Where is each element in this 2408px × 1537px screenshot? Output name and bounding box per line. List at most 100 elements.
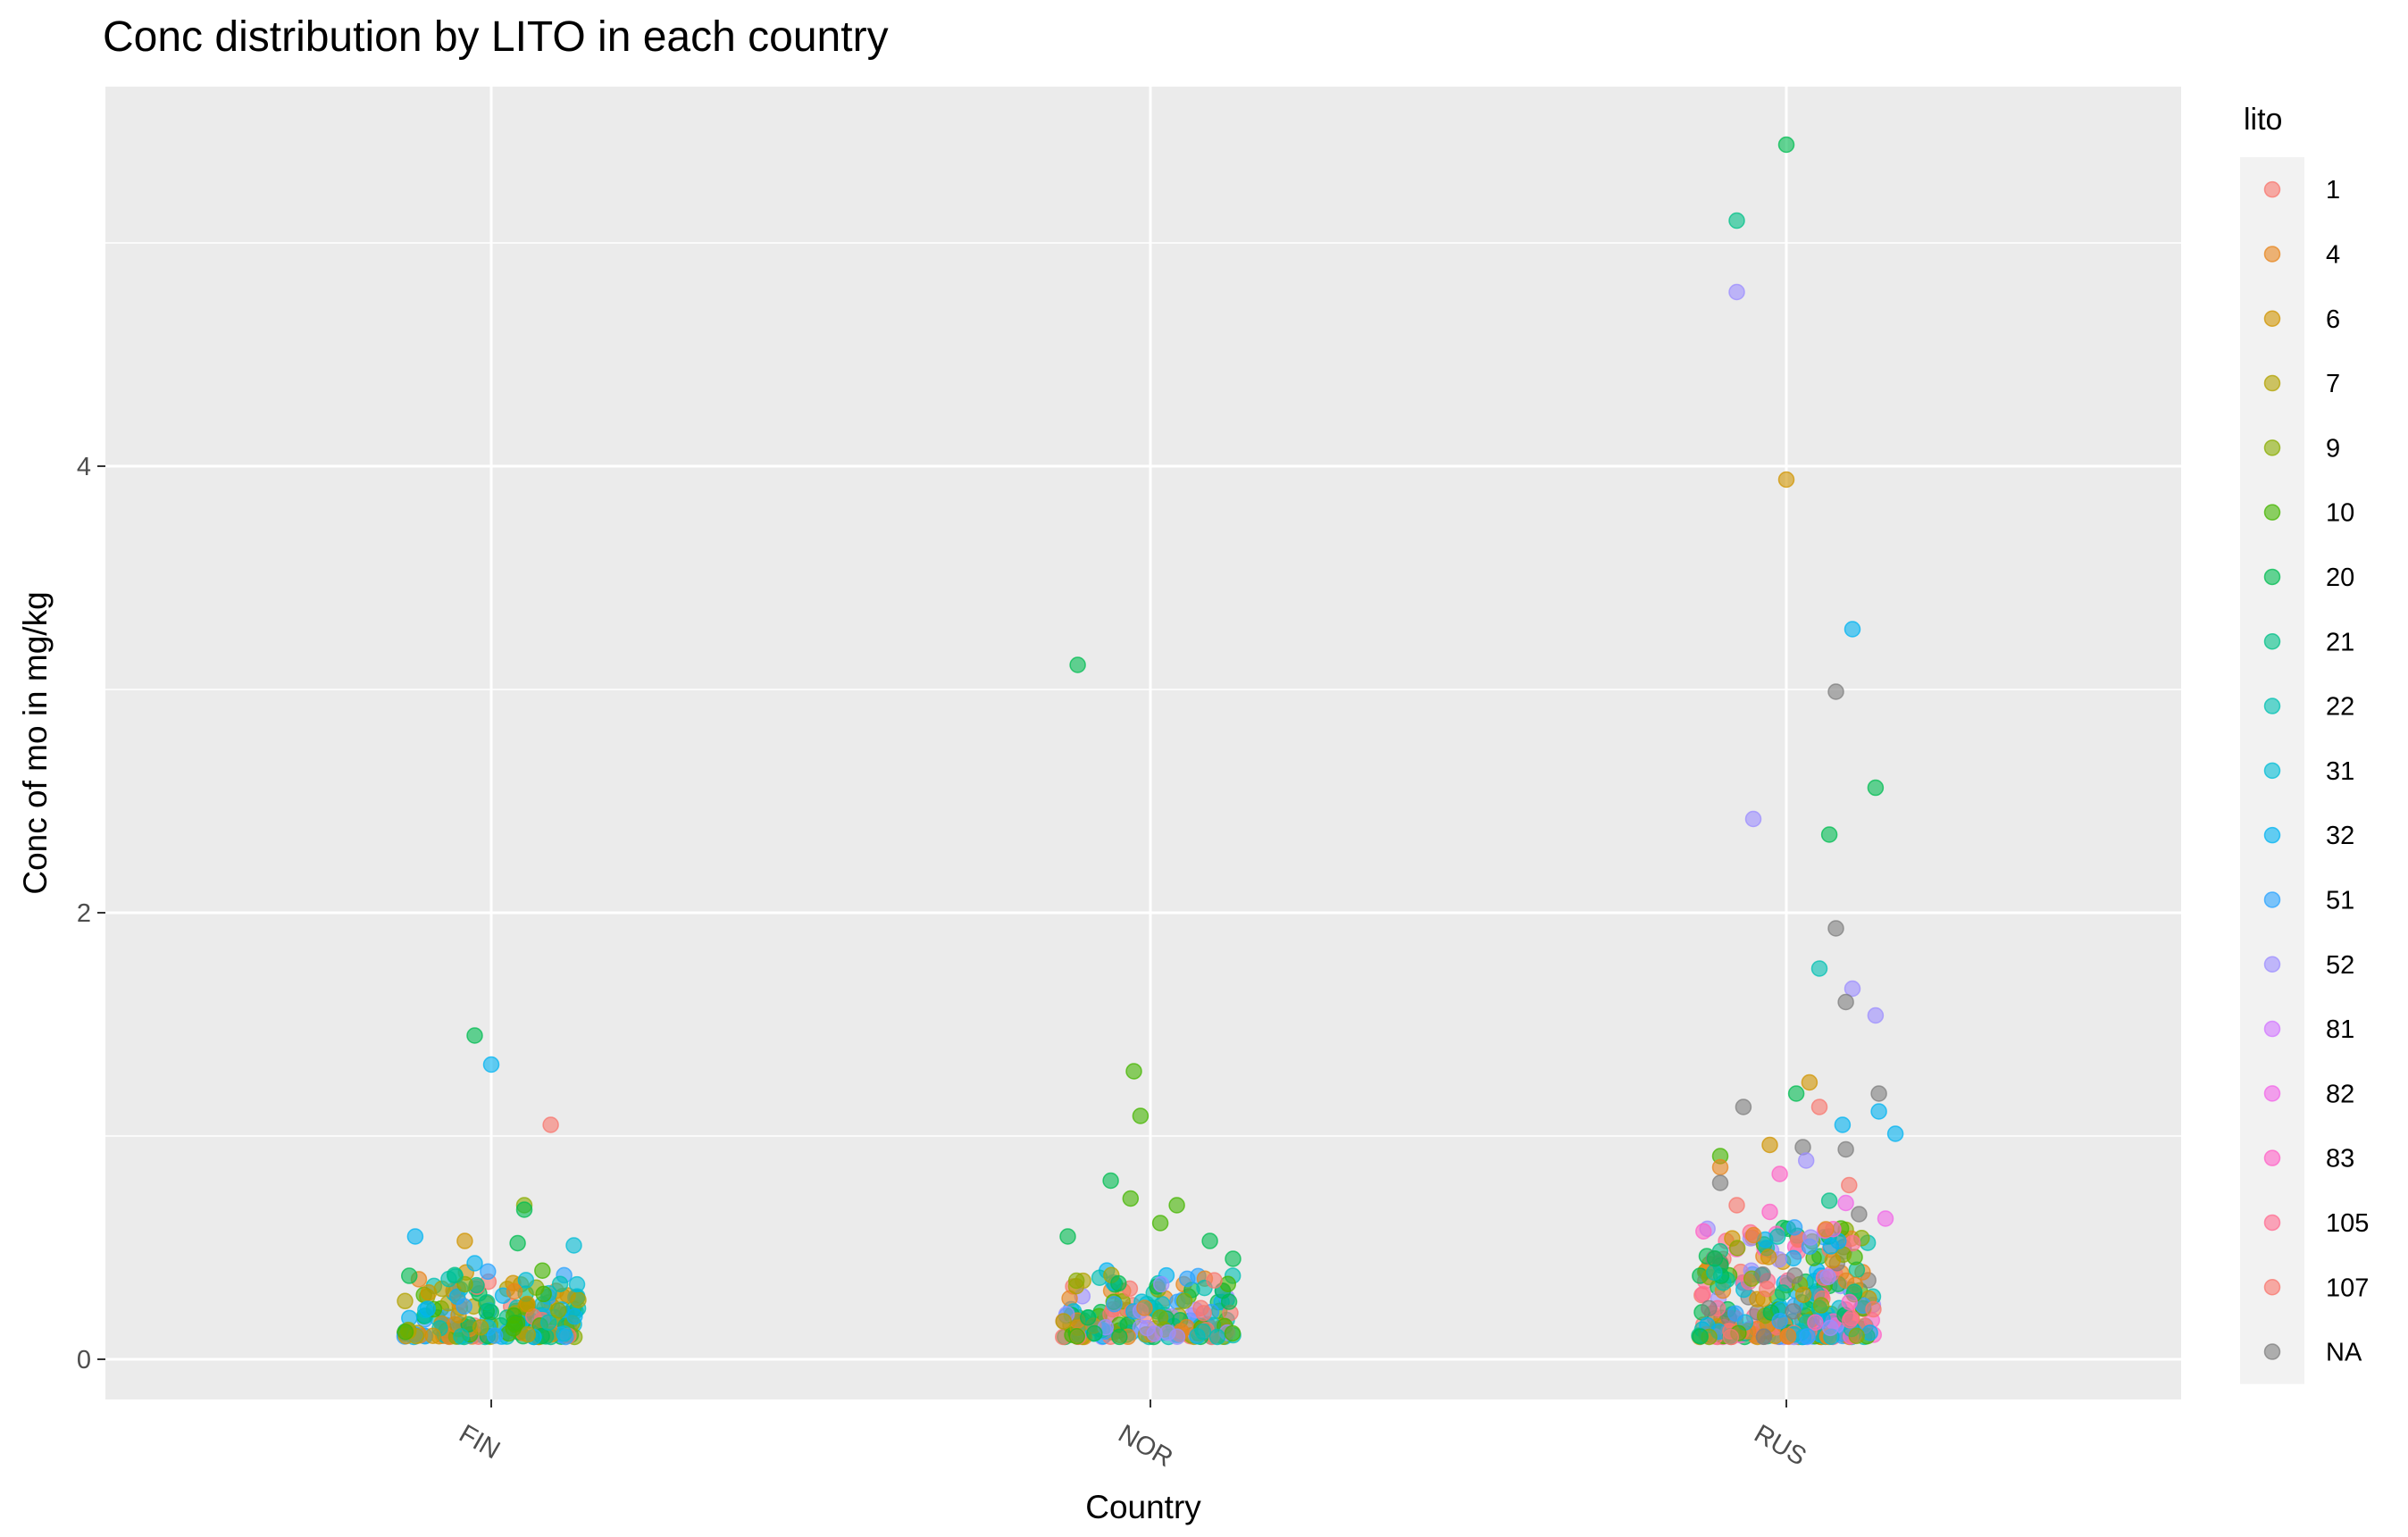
data-point — [1812, 1297, 1830, 1314]
x-tick-label: NOR — [1114, 1419, 1178, 1473]
data-point — [1841, 1293, 1858, 1311]
data-point — [1055, 1313, 1073, 1330]
data-point — [424, 1327, 441, 1344]
data-point-outlier — [1777, 471, 1795, 489]
data-point — [1111, 1328, 1128, 1346]
data-point-outlier — [1201, 1232, 1218, 1249]
data-point-outlier — [1837, 1194, 1854, 1212]
data-point-outlier — [1851, 1206, 1868, 1223]
data-point — [419, 1300, 436, 1317]
legend-key — [2263, 697, 2281, 714]
data-point — [453, 1328, 470, 1345]
data-point — [1194, 1323, 1212, 1341]
legend-key — [2263, 1343, 2281, 1360]
data-point — [506, 1282, 523, 1300]
data-point-outlier — [1867, 1007, 1885, 1024]
data-point-outlier — [406, 1228, 424, 1245]
data-point — [1822, 1238, 1840, 1255]
data-point — [472, 1319, 489, 1336]
data-point — [1760, 1249, 1777, 1266]
legend-label: 32 — [2326, 822, 2354, 850]
legend-label: 22 — [2326, 693, 2354, 722]
data-point-outlier — [1168, 1197, 1185, 1214]
data-point-outlier — [1069, 656, 1086, 673]
data-point — [1802, 1229, 1819, 1246]
data-point-outlier — [1810, 960, 1828, 977]
data-point — [1701, 1299, 1718, 1317]
data-point-outlier — [456, 1232, 473, 1249]
legend-key — [2263, 568, 2281, 586]
data-point — [1758, 1280, 1776, 1298]
data-point — [1785, 1303, 1802, 1320]
data-point — [519, 1325, 537, 1343]
data-point-outlier — [1151, 1215, 1169, 1232]
legend-key — [2263, 956, 2281, 973]
legend-label: 6 — [2326, 305, 2340, 334]
data-point-outlier — [1744, 810, 1762, 828]
data-point — [1067, 1272, 1085, 1290]
data-point — [551, 1275, 569, 1292]
data-point — [1695, 1223, 1712, 1240]
data-point-outlier — [1877, 1210, 1894, 1227]
y-axis-title: Conc of mo in mg/kg — [17, 591, 54, 894]
legend-key — [2263, 504, 2281, 521]
data-point — [1841, 1312, 1859, 1329]
legend-key — [2263, 246, 2281, 263]
data-point — [1706, 1249, 1724, 1267]
data-point — [517, 1272, 535, 1289]
data-point-outlier — [1728, 212, 1745, 230]
data-point — [1694, 1285, 1711, 1303]
data-point — [1754, 1266, 1771, 1283]
chart-title: Conc distribution by LITO in each countr… — [103, 13, 889, 61]
legend-label: 82 — [2326, 1080, 2354, 1108]
legend-label: 51 — [2326, 886, 2354, 915]
data-point — [519, 1295, 536, 1313]
data-point — [1727, 1305, 1744, 1322]
data-point — [1175, 1292, 1193, 1310]
data-point — [1208, 1328, 1226, 1346]
data-point — [534, 1262, 551, 1280]
data-point — [1745, 1226, 1762, 1244]
data-point — [549, 1302, 567, 1319]
data-point-outlier — [1787, 1085, 1805, 1102]
legend-label: 81 — [2326, 1015, 2354, 1044]
data-point-outlier — [1834, 1116, 1852, 1133]
data-point-outlier — [1844, 980, 1861, 998]
data-point — [1848, 1327, 1865, 1345]
data-point — [1774, 1284, 1792, 1301]
data-point — [397, 1292, 414, 1310]
data-point — [1785, 1249, 1802, 1267]
data-point-outlier — [1125, 1063, 1142, 1080]
data-point — [1771, 1312, 1788, 1330]
data-point-outlier — [466, 1255, 483, 1272]
data-point-outlier — [1827, 683, 1844, 700]
legend-key — [2263, 374, 2281, 392]
data-point — [1136, 1299, 1153, 1316]
data-point — [1086, 1324, 1103, 1342]
data-point — [1818, 1221, 1835, 1238]
data-point — [1152, 1275, 1170, 1293]
data-points — [396, 136, 1904, 1346]
data-point — [456, 1275, 473, 1293]
data-point-outlier — [1841, 1176, 1858, 1194]
legend-label: 83 — [2326, 1145, 2354, 1174]
data-point-outlier — [1132, 1107, 1150, 1124]
data-point — [556, 1325, 573, 1342]
data-point — [479, 1293, 496, 1311]
data-point — [1865, 1300, 1882, 1318]
data-point — [1220, 1293, 1238, 1310]
data-point-outlier — [1801, 1073, 1819, 1091]
legend-key — [2263, 1214, 2281, 1232]
legend-label: 4 — [2326, 240, 2340, 269]
data-point-outlier — [466, 1027, 483, 1044]
data-point-outlier — [1761, 1136, 1778, 1154]
data-point-outlier — [1794, 1139, 1811, 1156]
data-point-outlier — [1886, 1125, 1904, 1142]
x-tick-label: RUS — [1750, 1419, 1811, 1471]
legend-label: 20 — [2326, 564, 2354, 592]
data-point — [1206, 1272, 1223, 1289]
data-point — [1168, 1328, 1186, 1345]
legend-label: 105 — [2326, 1209, 2369, 1238]
data-point — [1110, 1274, 1127, 1292]
